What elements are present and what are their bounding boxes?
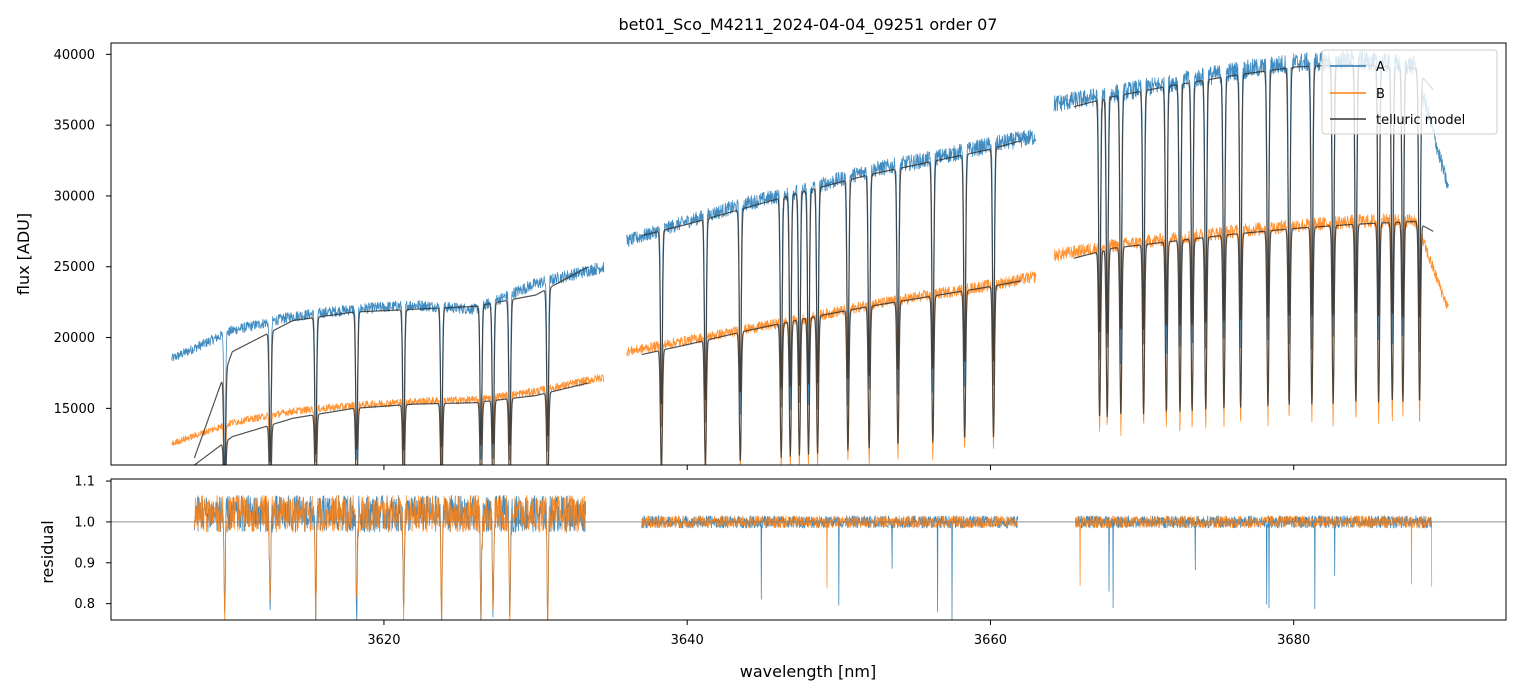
flux-y-ticks: 15000 20000 25000 30000 35000 40000 [54, 48, 111, 417]
flux-series-a-segment-1 [626, 129, 1037, 428]
legend-box [1321, 49, 1498, 135]
flux-y-tick-label: 15000 [54, 402, 95, 417]
flux-x-ticks [383, 465, 1295, 470]
residual-y-ticks: 0.8 0.9 1.0 1.1 [74, 475, 111, 612]
residual-y-tick-label: 0.8 [74, 597, 95, 612]
residual-y-tick-label: 1.1 [74, 475, 95, 490]
flux-axes-frame [110, 42, 1507, 466]
flux-y-axis-label: flux [ADU] [14, 213, 33, 295]
x-tick-label: 3620 [367, 633, 400, 648]
flux-series-a-segment-0 [171, 262, 605, 465]
residual-x-ticks: 3620 3640 3660 3680 [367, 620, 1310, 648]
residual-y-axis-label: residual [38, 520, 57, 583]
x-axis-label: wavelength [nm] [740, 662, 877, 681]
flux-series-telluric-model-segment-0 [193, 266, 589, 465]
flux-series-telluric-model-segment-5 [1073, 220, 1434, 418]
flux-series-group [171, 50, 1449, 465]
flux-panel: 15000 20000 25000 30000 35000 40000 flux [ADU… [14, 42, 1507, 470]
flux-series-b-segment-0 [171, 374, 605, 465]
residual-panel: 0.8 0.9 1.0 1.1 3620 3640 3660 3680 residual w… [38, 475, 1507, 681]
x-tick-label: 3640 [671, 633, 704, 648]
flux-y-tick-label: 40000 [54, 48, 95, 63]
flux-y-tick-label: 30000 [54, 189, 95, 204]
residual-series-b-segment-2 [1075, 515, 1433, 587]
legend-label-b: B [1376, 87, 1385, 102]
residual-axes-frame [110, 478, 1507, 621]
flux-y-tick-label: 20000 [54, 331, 95, 346]
flux-series-b-segment-1 [626, 271, 1037, 465]
x-tick-label: 3660 [974, 633, 1007, 648]
flux-series-telluric-model-segment-1 [193, 382, 589, 465]
flux-series-telluric-model-segment-3 [641, 280, 1022, 465]
residual-y-tick-label: 1.0 [74, 515, 95, 530]
legend-label-a: A [1376, 60, 1385, 75]
flux-series-telluric-model-segment-2 [641, 140, 1022, 405]
x-tick-label: 3680 [1277, 633, 1310, 648]
legend: A B telluric model [1321, 49, 1498, 135]
residual-y-tick-label: 0.9 [74, 556, 95, 571]
flux-y-tick-label: 25000 [54, 260, 95, 275]
chart-title: bet01_Sco_M4211_2024-04-04_09251 order 0… [619, 15, 998, 35]
flux-y-tick-label: 35000 [54, 119, 95, 134]
residual-series-b-segment-0 [194, 494, 586, 620]
residual-series-group [111, 494, 1506, 620]
legend-label-telluric-model: telluric model [1376, 113, 1465, 128]
